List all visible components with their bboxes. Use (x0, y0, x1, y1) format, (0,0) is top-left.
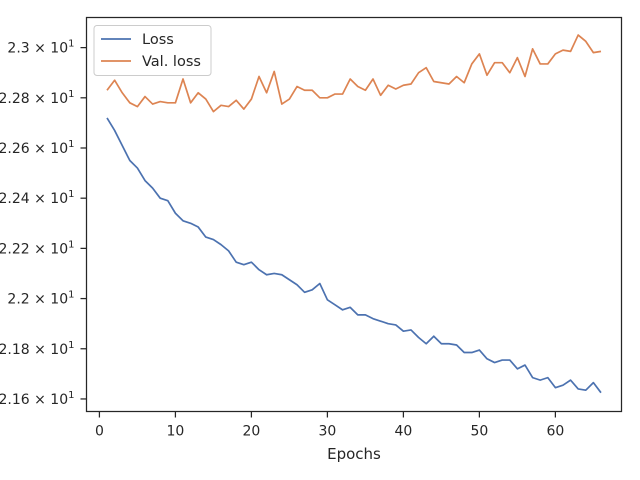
plot-frame (85, 16, 623, 413)
x-axis-label: Epochs (327, 445, 381, 463)
legend: Loss Val. loss (93, 25, 212, 76)
y-tick-label: 2.18 × 101 (0, 340, 75, 358)
legend-label-loss: Loss (142, 32, 174, 48)
x-axis-ticks: 0 10 20 30 40 50 60 (95, 411, 564, 440)
y-tick-label: 2.16 × 101 (0, 390, 75, 408)
x-tick-label: 60 (546, 424, 564, 440)
y-tick-label: 2.2 × 101 (7, 290, 74, 308)
y-tick-label: 2.22 × 101 (0, 239, 75, 257)
legend-label-val-loss: Val. loss (142, 54, 201, 70)
x-tick-label: 40 (394, 424, 412, 440)
series-line-loss (106, 117, 602, 394)
series-line-val-loss (106, 34, 602, 113)
x-tick-label: 0 (95, 424, 104, 440)
y-tick-label: 2.24 × 101 (0, 189, 75, 207)
y-tick-label: 2.26 × 101 (0, 139, 75, 157)
x-tick-label: 20 (242, 424, 260, 440)
legend-box (93, 25, 212, 76)
x-tick-label: 50 (470, 424, 488, 440)
y-axis-ticks: 2.16 × 101 2.18 × 101 2.2 × 101 2.22 × 101 2… (0, 39, 87, 408)
x-tick-label: 10 (166, 424, 184, 440)
plot-lines (106, 34, 602, 394)
y-tick-label: 2.28 × 101 (0, 89, 75, 107)
x-tick-label: 30 (318, 424, 336, 440)
y-tick-label: 2.3 × 101 (7, 39, 74, 57)
